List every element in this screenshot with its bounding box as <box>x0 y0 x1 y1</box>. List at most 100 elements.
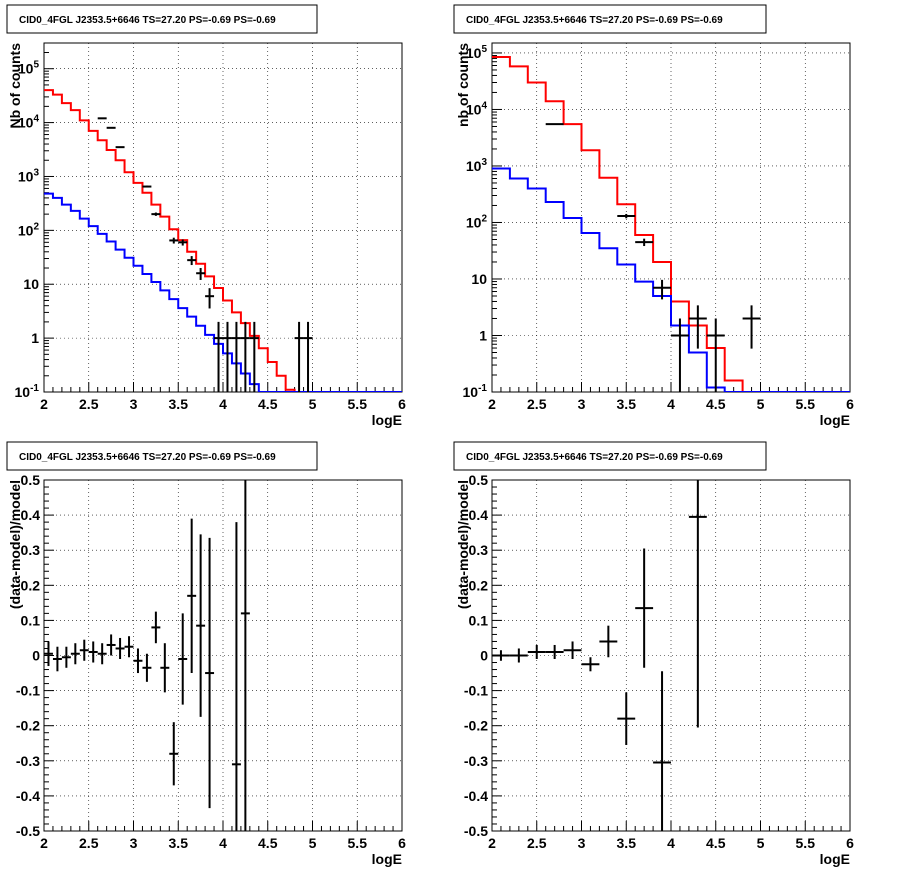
y-tick-label: 0 <box>480 648 488 664</box>
residual-point <box>546 645 564 659</box>
chart-title: CID0_4FGL J2353.5+6646 TS=27.20 PS=-0.69… <box>19 15 276 26</box>
residual-point <box>125 636 134 657</box>
data-point <box>241 322 250 392</box>
y-tick-label: 10-1 <box>463 383 488 400</box>
x-tick-label: 5 <box>757 835 765 851</box>
residual-point <box>142 654 151 682</box>
x-tick-label: 3.5 <box>169 396 189 412</box>
residual-point <box>178 613 187 704</box>
residual-point <box>89 641 98 662</box>
x-tick-label: 5 <box>309 835 317 851</box>
y-axis-label: Nb of counts <box>7 43 23 129</box>
x-tick-label: 6 <box>398 396 406 412</box>
data-point <box>151 213 160 216</box>
chart-panel-top-left: CID0_4FGL J2353.5+6646 TS=27.20 PS=-0.69… <box>7 5 406 428</box>
residual-point <box>205 538 214 808</box>
x-tick-label: 2 <box>40 396 48 412</box>
data-point <box>142 186 151 188</box>
x-tick-label: 2 <box>488 396 496 412</box>
x-tick-label: 4.5 <box>258 835 278 851</box>
residual-point <box>98 643 107 664</box>
y-tick-label: 103 <box>18 167 40 184</box>
residual-point <box>53 647 62 672</box>
x-tick-label: 6 <box>398 835 406 851</box>
y-tick-label: 103 <box>466 157 488 174</box>
x-tick-label: 5.5 <box>348 396 368 412</box>
y-tick-label: 10 <box>471 271 487 287</box>
residual-point <box>71 643 80 664</box>
x-axis-label: logE <box>820 851 850 867</box>
x-tick-label: 4 <box>219 835 227 851</box>
x-axis-label: logE <box>372 851 402 867</box>
residual-point <box>160 643 169 692</box>
chart-panel-top-right: CID0_4FGL J2353.5+6646 TS=27.20 PS=-0.69… <box>454 5 854 428</box>
data-point <box>214 322 223 392</box>
y-tick-label: 1 <box>479 327 487 343</box>
residual-point <box>653 671 671 831</box>
x-tick-label: 2.5 <box>79 396 99 412</box>
x-tick-label: 6 <box>846 835 854 851</box>
data-point <box>707 318 725 392</box>
chart-panel-bottom-left: CID0_4FGL J2353.5+6646 TS=27.20 PS=-0.69… <box>7 442 406 867</box>
chart-panel-bottom-right: CID0_4FGL J2353.5+6646 TS=27.20 PS=-0.69… <box>454 442 854 867</box>
y-tick-label: -0.1 <box>16 683 40 699</box>
data-point <box>295 322 304 392</box>
x-tick-label: 2.5 <box>79 835 99 851</box>
x-tick-label: 4 <box>667 835 675 851</box>
residual-point <box>116 638 125 659</box>
x-tick-label: 3.5 <box>617 835 637 851</box>
y-tick-label: 0.4 <box>469 507 489 523</box>
y-tick-label: 0.1 <box>21 612 41 628</box>
residual-point <box>80 640 89 661</box>
y-tick-label: 10-1 <box>15 383 40 400</box>
x-tick-label: 6 <box>846 396 854 412</box>
residual-point <box>107 634 116 655</box>
residual-point <box>196 534 205 717</box>
data-point <box>689 305 707 348</box>
data-point <box>635 239 653 246</box>
y-tick-label: -0.5 <box>16 823 40 839</box>
x-tick-label: 2 <box>40 835 48 851</box>
x-axis-label: logE <box>372 412 402 428</box>
y-tick-label: -0.2 <box>16 718 40 734</box>
data-point <box>304 322 313 392</box>
data-point <box>250 322 259 392</box>
y-axis-label: (data-model)/model <box>7 480 23 609</box>
data-point <box>743 305 761 348</box>
y-tick-label: 0 <box>32 648 40 664</box>
y-tick-label: 0.4 <box>21 507 41 523</box>
y-tick-label: 0.3 <box>21 542 41 558</box>
y-tick-label: 102 <box>18 221 40 238</box>
residual-point <box>564 641 582 659</box>
grid <box>44 43 402 392</box>
x-tick-label: 4 <box>219 396 227 412</box>
y-tick-label: -0.4 <box>464 788 488 804</box>
x-tick-label: 3.5 <box>617 396 637 412</box>
data-point <box>116 147 125 148</box>
x-tick-label: 5 <box>757 396 765 412</box>
y-tick-label: 1 <box>31 330 39 346</box>
y-tick-label: -0.5 <box>464 823 488 839</box>
plot-area <box>44 480 250 831</box>
x-tick-label: 5.5 <box>796 835 816 851</box>
residual-point <box>528 645 546 659</box>
x-tick-label: 2 <box>488 835 496 851</box>
data-point <box>205 288 214 308</box>
residual-point <box>635 548 653 667</box>
chart-title: CID0_4FGL J2353.5+6646 TS=27.20 PS=-0.69… <box>466 452 723 463</box>
x-axis-label: logE <box>820 412 850 428</box>
y-tick-label: -0.1 <box>464 683 488 699</box>
residual-point <box>134 648 143 673</box>
residual-point <box>151 612 160 644</box>
residual-point <box>492 650 510 661</box>
grid <box>44 480 402 831</box>
x-tick-label: 3 <box>578 835 586 851</box>
x-tick-label: 4.5 <box>706 396 726 412</box>
x-tick-label: 5.5 <box>796 396 816 412</box>
y-tick-label: 0.5 <box>21 472 41 488</box>
x-tick-label: 3 <box>130 396 138 412</box>
